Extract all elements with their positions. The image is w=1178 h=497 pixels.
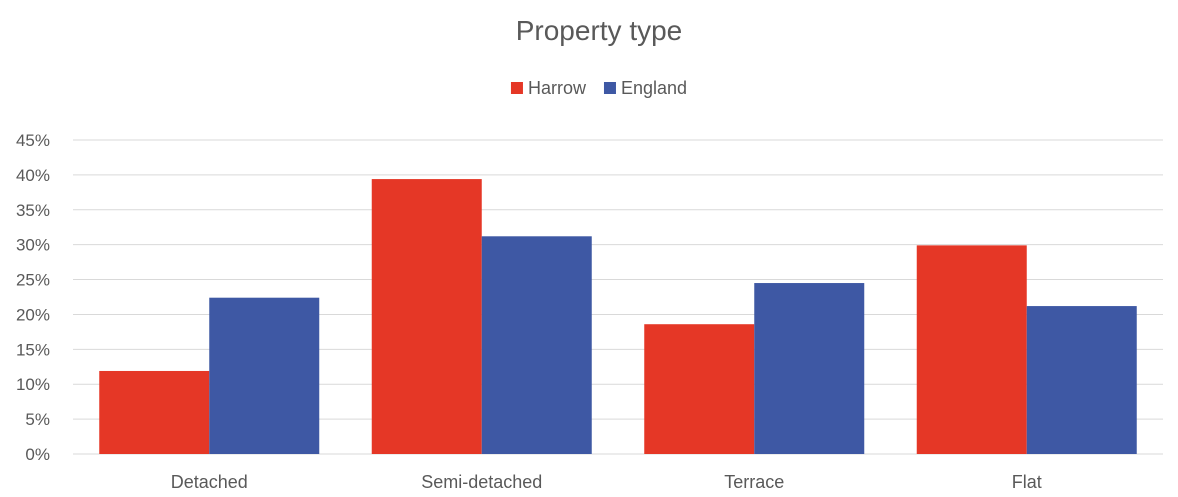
legend: Harrow England [510,78,687,98]
legend-label: England [621,78,687,98]
bar-harrow-terrace [644,324,755,454]
x-tick-label: Terrace [724,472,784,492]
bar-england-flat [1026,306,1137,454]
y-tick-label: 20% [16,305,50,324]
bar-harrow-semi-detached [371,179,482,454]
bar-england-semi-detached [481,236,592,454]
bar-harrow-flat [916,245,1027,454]
y-tick-label: 25% [16,271,50,290]
bar-harrow-detached [99,370,210,454]
x-axis: Detached Semi-detached Terrace Flat [171,472,1042,492]
legend-item-england: England [603,78,687,98]
bar-england-detached [209,297,320,454]
x-tick-label: Detached [171,472,248,492]
chart-title: Property type [516,15,683,46]
y-tick-label: 15% [16,340,50,359]
legend-swatch [510,82,523,94]
y-tick-label: 0% [25,445,50,464]
y-tick-label: 10% [16,375,50,394]
bar-england-terrace [754,283,865,454]
x-tick-label: Semi-detached [421,472,542,492]
x-tick-label: Flat [1012,472,1042,492]
legend-label: Harrow [528,78,587,98]
bars [99,179,1137,454]
y-axis: 0% 5% 10% 15% 20% 25% 30% 35% 40% 45% [16,131,50,464]
legend-item-harrow: Harrow [510,78,587,98]
y-tick-label: 40% [16,166,50,185]
legend-swatch [603,82,616,94]
y-tick-label: 5% [25,410,50,429]
y-tick-label: 30% [16,236,50,255]
y-tick-label: 35% [16,201,50,220]
y-tick-label: 45% [16,131,50,150]
